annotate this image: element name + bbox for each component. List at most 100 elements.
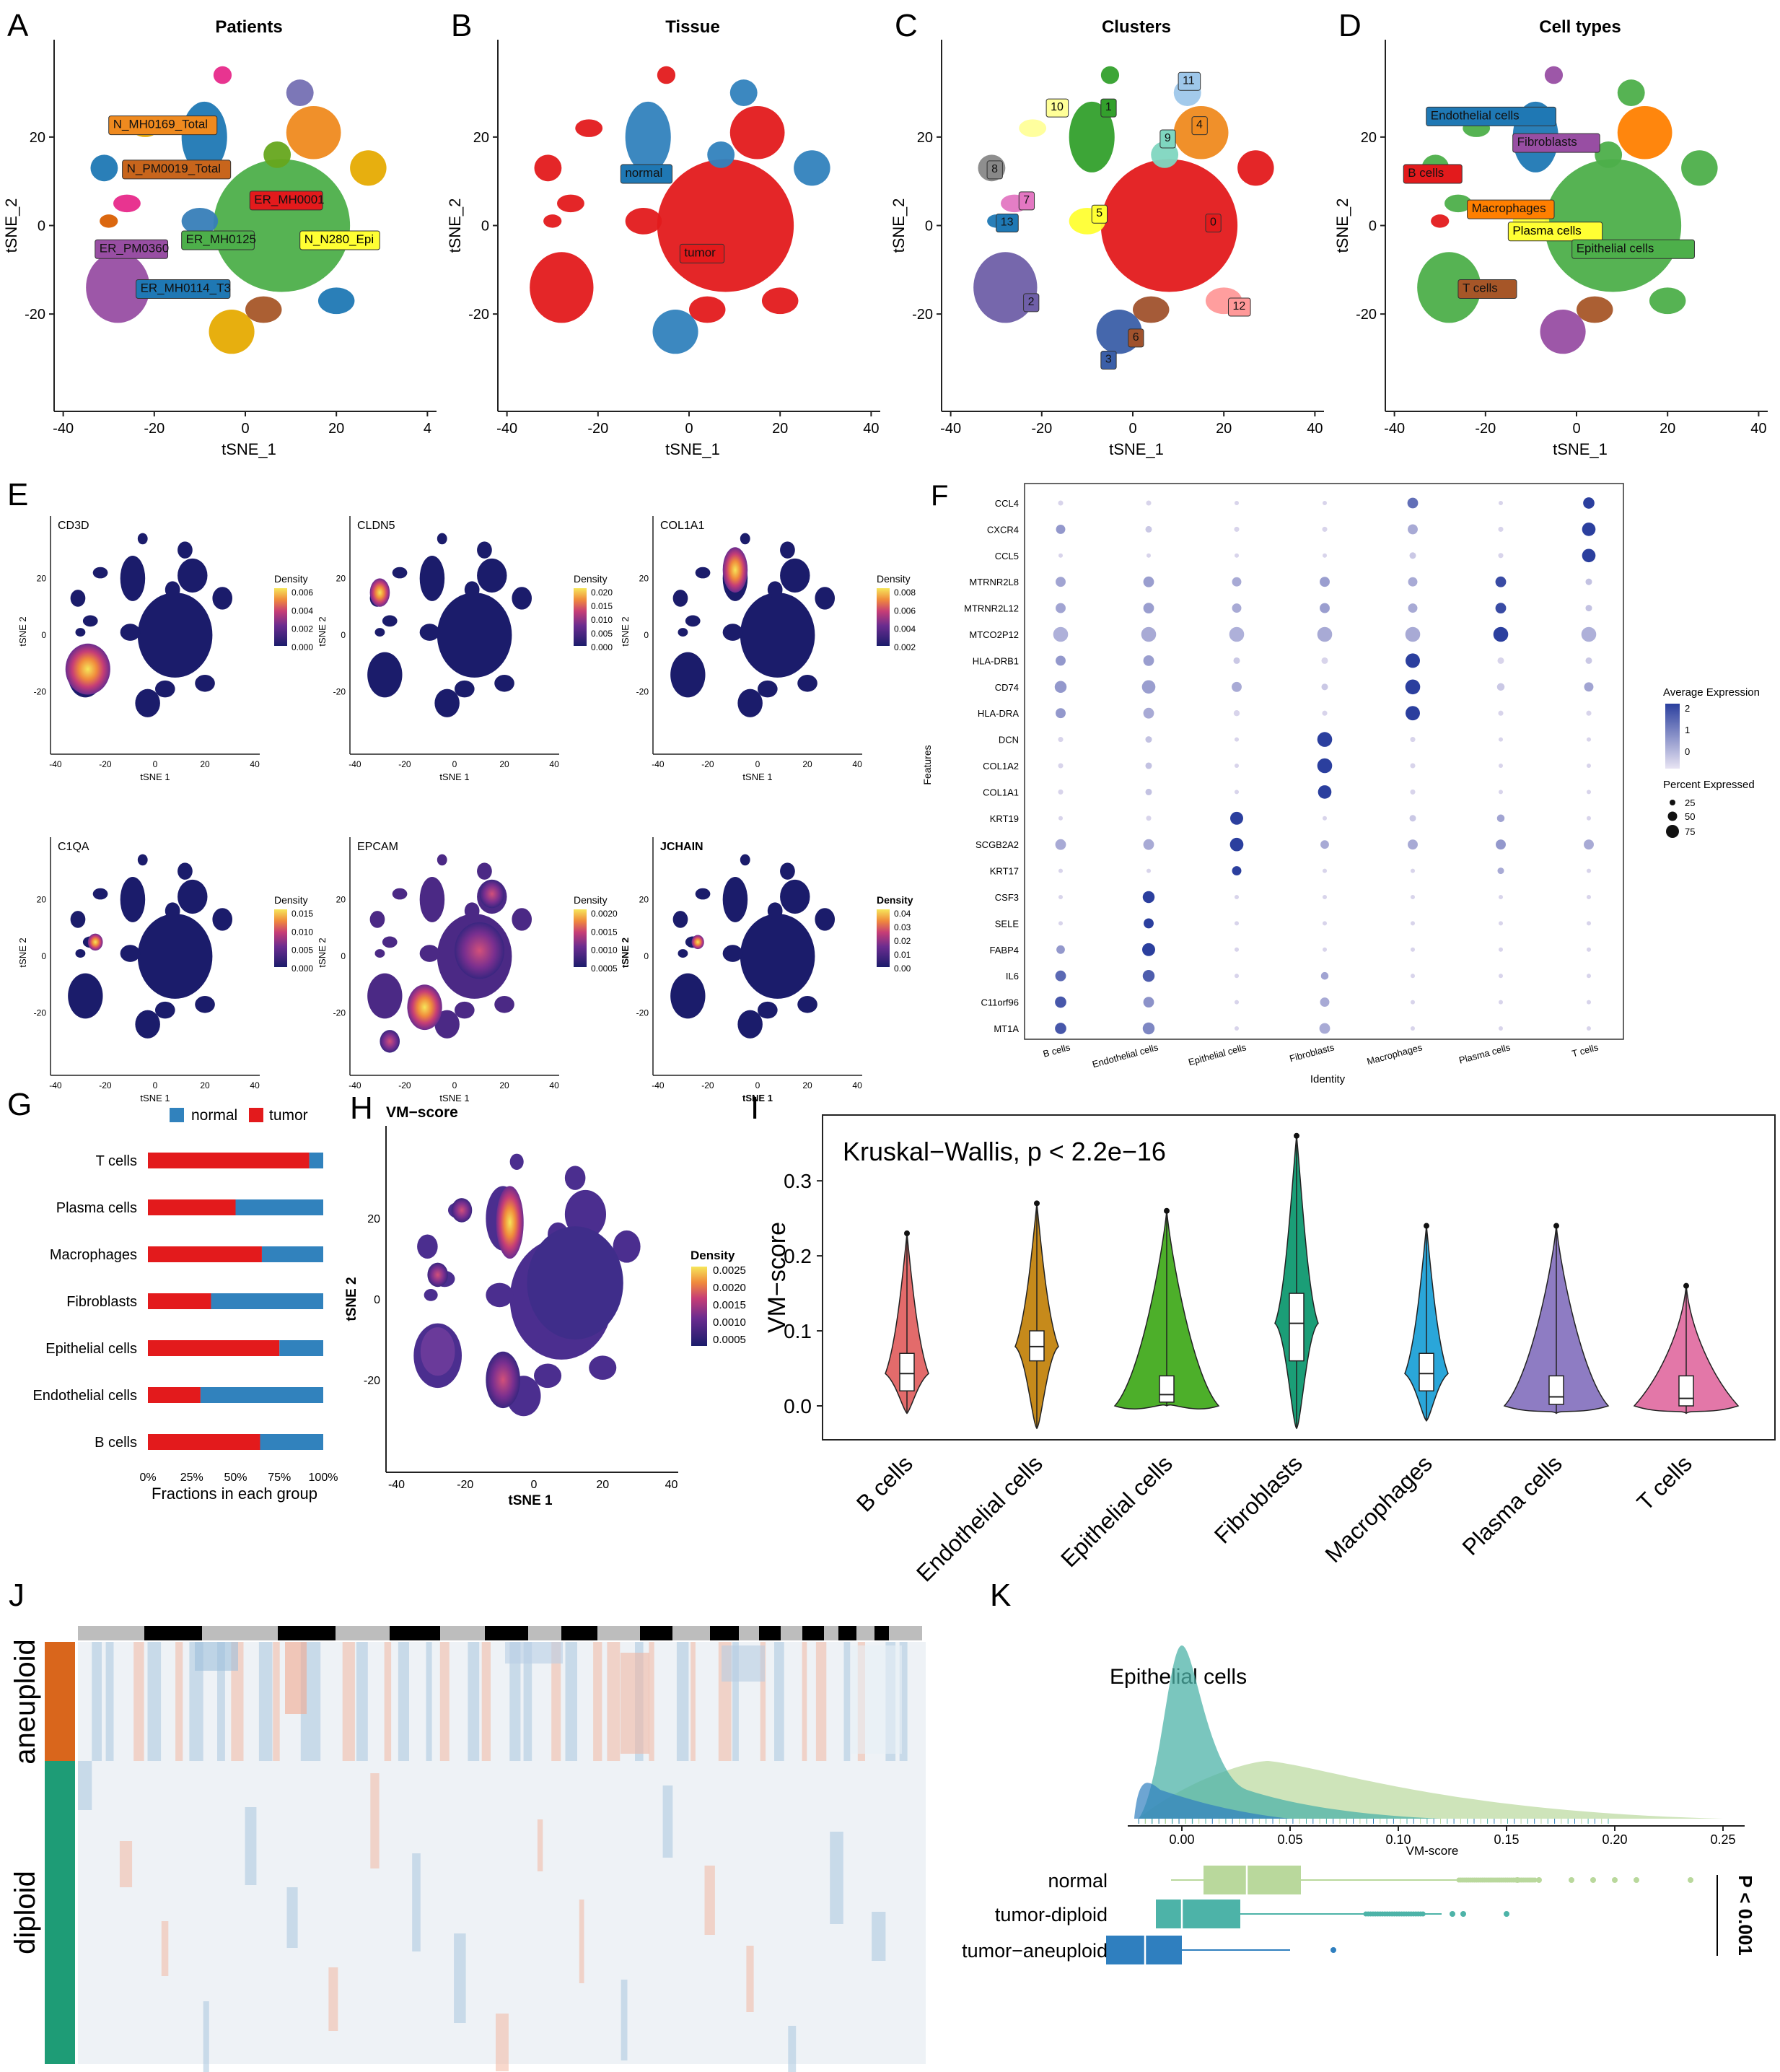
panel-e-xtick: 20 <box>802 759 812 769</box>
panel-e-ylabel: tSNE 2 <box>17 937 28 967</box>
panel-f-dot <box>1585 578 1592 585</box>
panel-a-label-box <box>122 159 232 180</box>
panel-e-island-5 <box>120 624 141 641</box>
panel-j-cnv-cell <box>523 1642 532 1761</box>
panel-i-outlier <box>1034 1200 1040 1207</box>
panel-i-xlabel: Epithelial cells <box>1056 1450 1178 1572</box>
panel-f-dot <box>1405 626 1421 642</box>
panel-g-category: Plasma cells <box>56 1200 137 1216</box>
panel-f-dot <box>1410 921 1416 926</box>
panel-f-dot <box>1498 553 1504 559</box>
panel-i-violin: I Kruskal−Wallis, p < 2.2e−16 0.30.20.10… <box>750 1090 1776 1586</box>
panel-j-cnv-cell <box>704 1866 715 1935</box>
panel-j-cnv-cell <box>690 1642 696 1761</box>
panel-h-hotspot-2 <box>451 1198 473 1223</box>
panel-a-label: ER_MH0001 <box>254 193 324 206</box>
panel-f-dot <box>1229 837 1244 852</box>
panel-e-xtick: -40 <box>49 759 62 769</box>
panel-j-chrom-block-0 <box>144 1626 202 1640</box>
panel-g-x-ticks: 0% 25% 50% 75% 100% <box>139 1472 338 1484</box>
panel-f-dot <box>1234 790 1240 795</box>
panel-k-group-label: tumor-diploid <box>995 1904 1108 1925</box>
panel-e-island-6 <box>455 1001 475 1019</box>
panel-g-legend-tumor: tumor <box>269 1107 308 1124</box>
panel-j-cnv-cell <box>815 1642 827 1761</box>
panel-e-xlabel: tSNE 1 <box>140 1093 170 1103</box>
panel-f-dot <box>1320 577 1330 587</box>
panel-e-hotspot-0 <box>455 922 505 979</box>
panel-f-dot <box>1498 974 1504 979</box>
panel-b-xtick: 0 <box>685 421 693 437</box>
panel-g-category-labels: T cells Plasma cells Macrophages Fibroblast… <box>32 1153 137 1451</box>
panel-h-xlabel: tSNE 1 <box>508 1493 553 1508</box>
panel-j-chrom-block-10 <box>874 1626 889 1640</box>
panel-f-dot <box>1143 997 1154 1008</box>
panel-j-chrom-block-7 <box>759 1626 781 1640</box>
panel-f-dot <box>1407 497 1419 509</box>
panel-f-dot <box>1234 921 1240 926</box>
tsne-island-1 <box>1069 101 1115 172</box>
panel-e-legend-tick: 0.002 <box>291 624 313 634</box>
panel-j-cnv-block-1 <box>285 1642 307 1714</box>
panel-f-pct-tick-1: 50 <box>1685 811 1695 822</box>
panel-e-gene-name: CD3D <box>58 520 89 532</box>
panel-g-legend-normal: normal <box>191 1107 237 1124</box>
panel-e-xtick: -40 <box>348 759 361 769</box>
panel-e-island-14 <box>815 908 836 931</box>
panel-d-label: B cells <box>1408 166 1444 180</box>
panel-f-dot <box>1322 526 1328 532</box>
panel-f-dot <box>1322 868 1328 873</box>
panel-h-island-11 <box>564 1166 586 1190</box>
panel-f-feature-label: CCL4 <box>995 498 1019 509</box>
panel-c-label-box <box>1100 351 1117 370</box>
panel-g-bar-normal <box>200 1387 323 1403</box>
panel-h-title: VM−score <box>386 1104 458 1121</box>
panel-e-island-0 <box>137 914 213 999</box>
panel-e-island-2 <box>68 973 103 1019</box>
panel-e-ytick: 0 <box>644 951 649 961</box>
panel-f-dot <box>1143 576 1154 587</box>
tsne-island-4 <box>1617 105 1672 159</box>
tsne-island-12 <box>761 287 799 315</box>
panel-j-aneuploid-bar <box>45 1642 75 1761</box>
panel-e-island-15 <box>437 533 447 545</box>
panel-e-island-8 <box>70 590 86 607</box>
panel-e-density-jchain: JCHAIN Density 0.04 0.03 0.02 0.01 0.00 -40 -20 0… <box>620 837 913 1103</box>
panel-g-category: Macrophages <box>50 1247 137 1263</box>
panel-j-cnv-cell <box>175 1642 183 1761</box>
tsne-island-5 <box>625 207 662 235</box>
panel-j-cnv-cell <box>342 1642 355 1761</box>
panel-d-label: Epithelial cells <box>1577 241 1654 255</box>
panel-e-xtick: -20 <box>398 759 411 769</box>
panel-g-bar-normal <box>279 1340 323 1356</box>
panel-f-dot <box>1320 971 1329 980</box>
panel-e-island-15 <box>137 533 148 545</box>
panel-e-island-14 <box>212 587 233 610</box>
panel-f-dot <box>1498 737 1504 742</box>
panel-e-island-0 <box>137 593 213 678</box>
panel-j-cnv-cell <box>328 1967 338 2031</box>
panel-k-box <box>1156 1900 1240 1928</box>
panel-a-label-box <box>181 230 255 250</box>
panel-f-pct-title: Percent Expressed <box>1663 779 1755 791</box>
panel-e-island-14 <box>512 908 532 931</box>
panel-k-group-label: tumor−aneuploid <box>962 1940 1108 1962</box>
panel-e-xlabel: tSNE 1 <box>742 1093 773 1103</box>
panel-e-xtick: 0 <box>452 759 457 769</box>
panel-e-ytick: 0 <box>341 630 346 640</box>
panel-i-ylabel: VM−score <box>763 1222 791 1333</box>
panel-f-feature-label: C11orf96 <box>981 997 1019 1008</box>
panel-e-legend-tick: 0.0015 <box>591 927 618 937</box>
panel-f-dot <box>1496 683 1505 691</box>
panel-c-label: 8 <box>991 163 998 175</box>
panel-f-dot <box>1145 788 1152 795</box>
panel-a-label: ER_PM0360 <box>100 241 169 255</box>
panel-e-island-2 <box>367 652 403 698</box>
panel-i-ytick: 0.0 <box>784 1395 812 1417</box>
panel-f-dot <box>1058 868 1064 873</box>
panel-f-dot <box>1056 603 1066 613</box>
panel-e-xtick: 40 <box>250 759 260 769</box>
panel-j-cnv-cell <box>92 1642 102 1761</box>
panel-e-xtick: -40 <box>49 1080 62 1090</box>
